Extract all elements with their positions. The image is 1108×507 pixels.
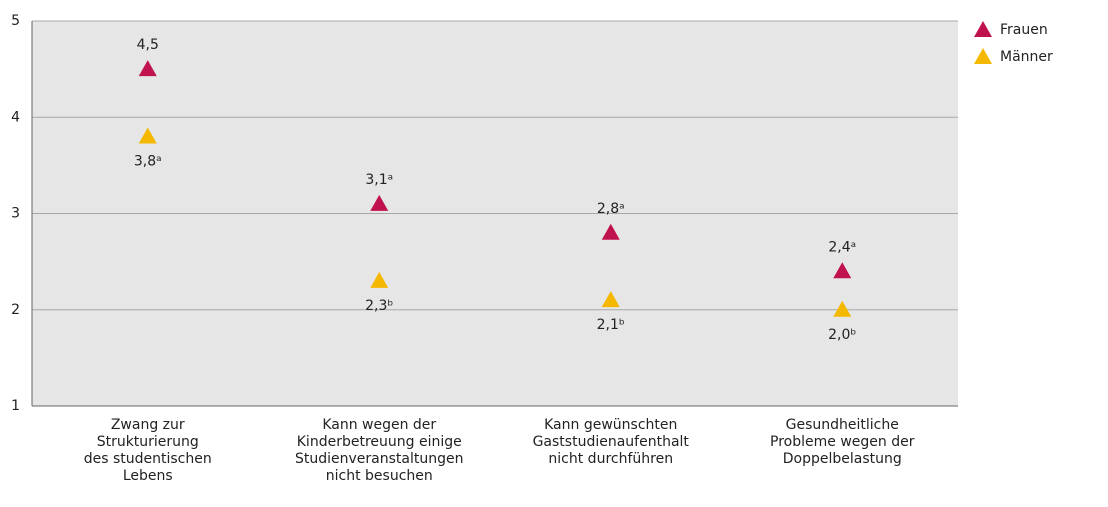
value-label: 2,4ᵃ bbox=[828, 239, 856, 255]
marker bbox=[370, 194, 389, 211]
x-tick-label: Kann gewünschten Gaststudienaufenthalt nic… bbox=[533, 417, 690, 467]
value-label: 2,3ᵇ bbox=[365, 298, 393, 314]
marker bbox=[138, 60, 157, 77]
y-tick-label: 2 bbox=[11, 302, 20, 318]
marker bbox=[138, 127, 157, 144]
value-label: 3,8ᵃ bbox=[134, 154, 162, 170]
legend-marker bbox=[974, 48, 992, 64]
x-tick-label: Gesundheitliche Probleme wegen der Doppelb… bbox=[770, 417, 915, 467]
value-label: 2,1ᵇ bbox=[597, 317, 625, 333]
legend-label: Männer bbox=[1000, 49, 1053, 65]
value-label: 4,5 bbox=[137, 37, 159, 53]
marker bbox=[833, 300, 852, 317]
x-tick-label: Kann wegen der Kinderbetreuung einige Stud… bbox=[295, 417, 463, 484]
y-tick-label: 3 bbox=[11, 206, 20, 222]
x-tick-label: Zwang zur Strukturierung des studentischen… bbox=[84, 417, 212, 484]
value-label: 2,0ᵇ bbox=[828, 327, 856, 343]
value-label: 3,1ᵃ bbox=[365, 172, 393, 188]
legend-marker bbox=[974, 21, 992, 37]
marker bbox=[601, 291, 620, 308]
marker bbox=[601, 223, 620, 240]
y-tick-label: 4 bbox=[11, 109, 20, 125]
marker bbox=[833, 262, 852, 279]
legend-label: Frauen bbox=[1000, 22, 1048, 38]
y-tick-label: 1 bbox=[11, 398, 20, 414]
value-label: 2,8ᵃ bbox=[597, 201, 625, 217]
y-tick-label: 5 bbox=[11, 13, 20, 29]
marker bbox=[370, 271, 389, 288]
